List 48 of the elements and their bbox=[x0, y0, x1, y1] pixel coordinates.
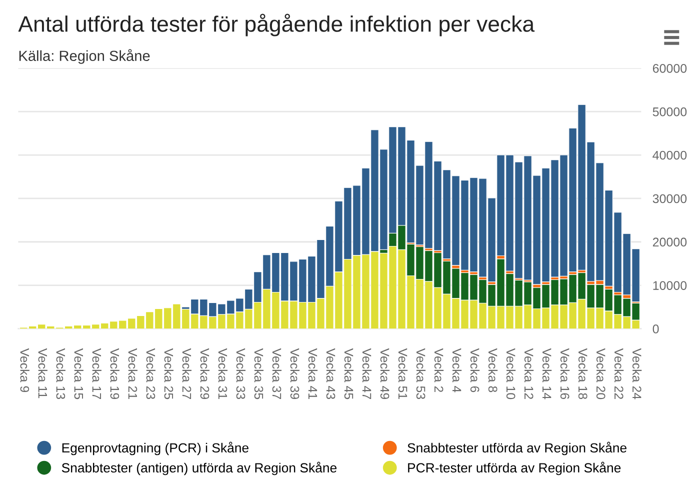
x-tick-label: Vecka 16 bbox=[560, 348, 570, 400]
x-tick-label: Vecka 2 bbox=[434, 348, 444, 392]
x-tick-label: Vecka 53 bbox=[416, 348, 426, 400]
x-tick-label: Vecka 43 bbox=[326, 348, 336, 400]
x-tick-label: Vecka 13 bbox=[56, 348, 66, 400]
chart-title: Antal utförda tester för pågående infektion per vecka bbox=[18, 14, 535, 36]
x-tick-label: Vecka 37 bbox=[272, 348, 282, 399]
x-tick-label: Vecka 24 bbox=[632, 348, 642, 400]
x-tick-label: Vecka 33 bbox=[236, 348, 246, 400]
x-tick-label: Vecka 23 bbox=[146, 348, 156, 400]
x-tick-label: Vecka 27 bbox=[182, 348, 192, 399]
chart-subtitle: Källa: Region Skåne bbox=[19, 49, 150, 64]
x-tick-label: Vecka 51 bbox=[398, 348, 408, 399]
x-tick-label: Vecka 20 bbox=[596, 348, 606, 400]
y-tick-label: 50000 bbox=[652, 107, 687, 116]
x-tick-label: Vecka 14 bbox=[542, 348, 552, 400]
x-tick-label: Vecka 47 bbox=[362, 348, 372, 399]
x-tick-label: Vecka 39 bbox=[290, 348, 300, 400]
legend-label: Snabbtester utförda av Region Skåne bbox=[408, 442, 626, 456]
x-tick-label: Vecka 31 bbox=[218, 348, 228, 399]
x-tick-label: Vecka 22 bbox=[614, 348, 624, 399]
x-tick-label: Vecka 45 bbox=[344, 348, 354, 400]
x-tick-label: Vecka 41 bbox=[308, 348, 318, 399]
x-tick-label: Vecka 19 bbox=[110, 348, 120, 400]
x-tick-label: Vecka 8 bbox=[488, 348, 498, 392]
legend-label: Egenprovtagning (PCR) i Skåne bbox=[62, 442, 248, 456]
y-tick-label: 10000 bbox=[653, 281, 687, 290]
x-tick-label: Vecka 35 bbox=[254, 348, 264, 400]
y-tick-label: 0 bbox=[652, 324, 659, 334]
x-tick-label: Vecka 21 bbox=[128, 348, 138, 399]
x-tick-label: Vecka 29 bbox=[200, 348, 210, 400]
x-tick-label: Vecka 12 bbox=[524, 348, 534, 399]
y-tick-label: 30000 bbox=[652, 194, 687, 204]
x-tick-label: Vecka 17 bbox=[92, 348, 102, 399]
y-tick-label: 20000 bbox=[652, 238, 687, 247]
x-tick-label: Vecka 9 bbox=[20, 348, 30, 392]
x-tick-label: Vecka 18 bbox=[578, 348, 588, 400]
x-tick-label: Vecka 15 bbox=[74, 348, 84, 400]
x-tick-label: Vecka 25 bbox=[164, 348, 174, 400]
x-tick-label: Vecka 49 bbox=[380, 348, 390, 400]
x-tick-label: Vecka 11 bbox=[38, 348, 48, 398]
x-tick-label: Vecka 10 bbox=[506, 348, 516, 400]
y-tick-label: 60000 bbox=[652, 64, 687, 73]
y-tick-label: 40000 bbox=[652, 150, 687, 160]
x-tick-label: Vecka 6 bbox=[470, 348, 480, 392]
x-tick-label: Vecka 4 bbox=[452, 348, 462, 392]
legend-label: PCR-tester utförda av Region Skåne bbox=[408, 462, 621, 476]
legend-label: Snabbtester (antigen) utförda av Region Skåne bbox=[62, 462, 337, 476]
